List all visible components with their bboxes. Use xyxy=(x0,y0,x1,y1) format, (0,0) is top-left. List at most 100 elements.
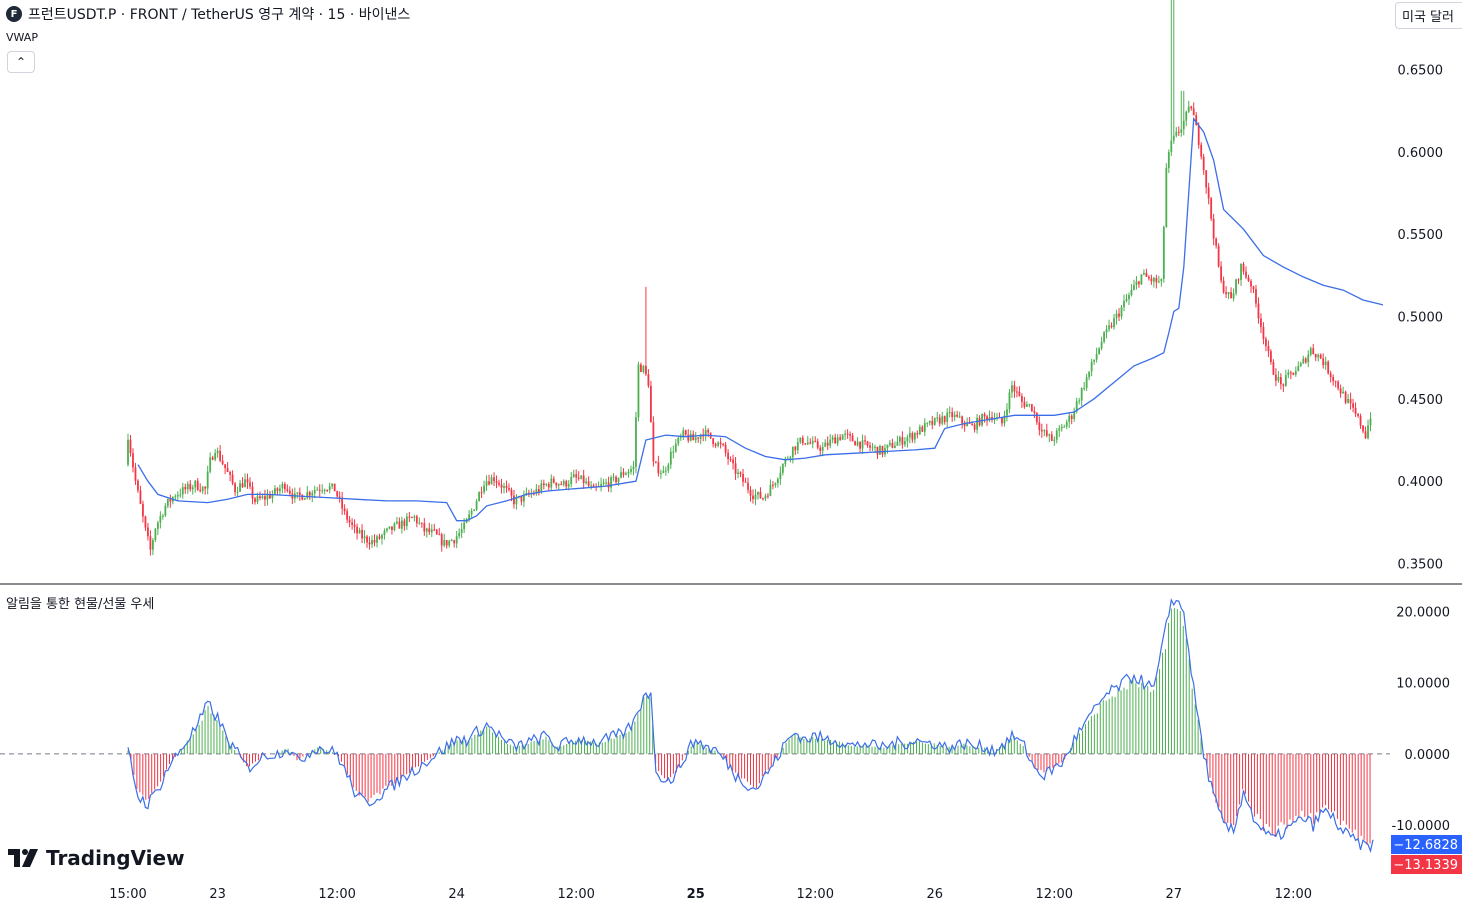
candle-body xyxy=(433,529,436,531)
indicator-tick-label: 0.0000 xyxy=(1405,748,1451,763)
candle-body xyxy=(500,484,503,488)
candle-body xyxy=(722,444,725,446)
candle-body xyxy=(1060,426,1063,429)
tradingview-logo[interactable]: TradingView xyxy=(8,846,185,870)
candle-body xyxy=(189,483,192,490)
candle-body xyxy=(916,433,919,435)
candle-body xyxy=(154,528,157,541)
candle-body xyxy=(647,374,650,386)
candle-body xyxy=(490,477,493,485)
candle-body xyxy=(1023,401,1026,407)
candle-body xyxy=(931,421,934,425)
candle-body xyxy=(1215,238,1218,246)
candle-body xyxy=(318,489,321,491)
candle-body xyxy=(826,442,829,446)
candle-body xyxy=(388,526,391,529)
candle-body xyxy=(373,539,376,543)
candle-body xyxy=(943,416,946,422)
candle-body xyxy=(1006,409,1008,416)
candle-body xyxy=(1270,351,1272,363)
candle-body xyxy=(829,439,832,446)
candle-body xyxy=(841,434,844,440)
currency-button[interactable]: 미국 달러 xyxy=(1395,2,1462,29)
indicator-label[interactable]: VWAP xyxy=(6,31,38,44)
candle-body xyxy=(714,444,717,446)
candle-body xyxy=(1135,281,1138,286)
candle-body xyxy=(801,437,804,444)
candle-body xyxy=(1152,277,1155,282)
candle-body xyxy=(1297,365,1300,372)
candle-body xyxy=(562,481,565,485)
candle-body xyxy=(1217,245,1220,267)
candle-body xyxy=(1307,354,1310,363)
candle-body xyxy=(266,495,269,500)
candle-body xyxy=(737,472,739,474)
candle-body xyxy=(602,482,605,485)
candle-body xyxy=(1068,415,1071,422)
candle-body xyxy=(971,423,974,425)
candle-body xyxy=(1227,292,1230,295)
candle-body xyxy=(762,498,764,500)
candle-body xyxy=(401,520,403,529)
symbol-header[interactable]: F 프런트USDT.P · FRONT / TetherUS 영구 계약 · 1… xyxy=(6,4,410,24)
candle-body xyxy=(505,486,508,488)
last-value-badge xyxy=(1391,855,1462,874)
candle-body xyxy=(744,481,747,483)
candle-body xyxy=(896,441,899,446)
candle-body xyxy=(587,481,590,486)
candle-body xyxy=(1247,277,1250,281)
candle-body xyxy=(366,536,368,543)
candle-body xyxy=(565,481,568,487)
candle-body xyxy=(132,453,134,468)
candle-body xyxy=(204,486,207,489)
candle-body xyxy=(420,522,423,524)
candle-body xyxy=(463,522,466,530)
candle-body xyxy=(1240,263,1242,281)
candle-body xyxy=(1021,396,1023,402)
candle-body xyxy=(391,526,393,530)
candle-body xyxy=(630,469,632,472)
candle-body xyxy=(169,498,172,502)
candle-body xyxy=(1053,439,1056,441)
collapse-button[interactable]: ⌃ xyxy=(7,51,35,73)
candle-body xyxy=(719,442,722,445)
candle-body xyxy=(231,474,234,484)
candle-body xyxy=(1255,289,1257,304)
candle-body xyxy=(1098,348,1100,355)
candle-body xyxy=(627,471,630,474)
symbol-title[interactable]: 프런트USDT.P · FRONT / TetherUS 영구 계약 · 15 … xyxy=(28,7,411,23)
candle-body xyxy=(515,496,518,505)
candle-body xyxy=(535,489,538,494)
candle-body xyxy=(557,484,560,486)
candle-body xyxy=(794,446,797,451)
candle-body xyxy=(1103,332,1105,342)
candle-body xyxy=(201,486,204,492)
candle-body xyxy=(1167,152,1170,168)
candle-body xyxy=(1165,167,1168,228)
candle-body xyxy=(729,459,732,461)
candle-body xyxy=(221,460,224,465)
candle-body xyxy=(488,481,490,485)
candle-body xyxy=(396,521,398,524)
candle-body xyxy=(941,416,944,424)
candle-body xyxy=(774,483,777,486)
indicator-pane-title[interactable]: 알림을 통한 현물/선물 우세 xyxy=(6,597,155,612)
candle-body xyxy=(1093,359,1096,362)
candle-body xyxy=(176,494,179,497)
time-tick-label: 12:00 xyxy=(557,887,594,902)
candle-body xyxy=(333,483,336,492)
candle-body xyxy=(948,412,951,414)
last-value-text: −13.1339 xyxy=(1393,858,1458,873)
candle-body xyxy=(311,493,314,496)
candle-body xyxy=(547,484,550,488)
candle-body xyxy=(961,416,964,424)
candle-body xyxy=(1304,358,1307,363)
candle-body xyxy=(510,489,513,496)
candle-body xyxy=(938,417,941,424)
candle-body xyxy=(846,433,849,435)
candle-body xyxy=(1011,385,1013,393)
candle-body xyxy=(575,474,578,478)
candle-body xyxy=(226,468,229,472)
candle-body xyxy=(864,440,866,442)
